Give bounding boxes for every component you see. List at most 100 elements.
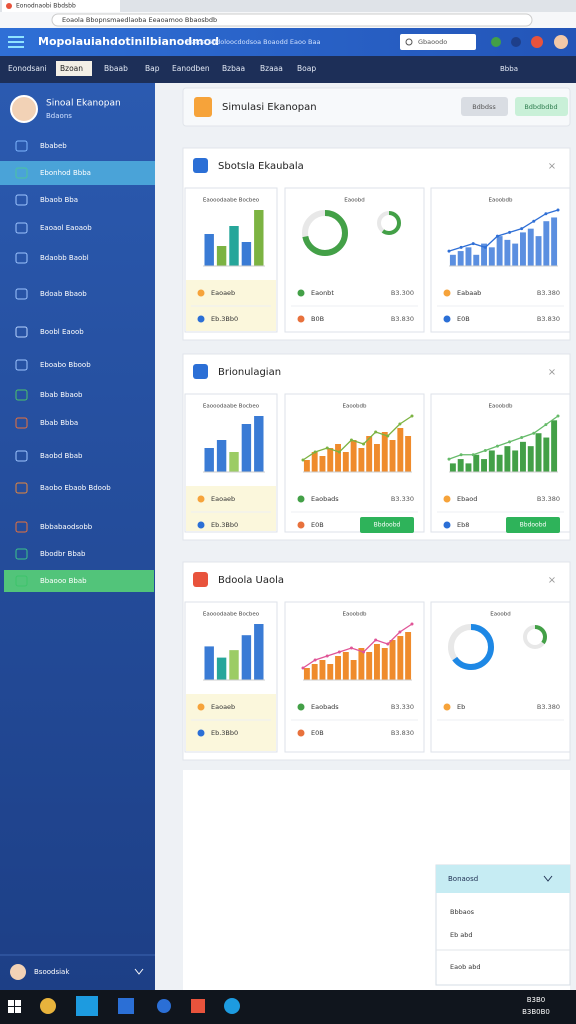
trend-point bbox=[471, 453, 475, 457]
trend-point bbox=[398, 630, 402, 634]
row-value: B3.300 bbox=[391, 289, 414, 297]
trend-point bbox=[544, 212, 548, 216]
bar bbox=[504, 239, 511, 266]
tab[interactable] bbox=[2, 0, 120, 12]
chevron[interactable] bbox=[134, 968, 144, 975]
icon-button[interactable] bbox=[491, 37, 501, 47]
menu-icon bbox=[15, 359, 28, 371]
close-icon[interactable]: × bbox=[548, 367, 556, 378]
url-field[interactable] bbox=[51, 13, 533, 27]
nav-item[interactable]: Eonodsani bbox=[8, 64, 47, 73]
popup-item[interactable]: Eaob abd bbox=[450, 963, 481, 971]
menu-item[interactable]: Eboabo Bboob bbox=[40, 361, 91, 369]
popup-header bbox=[436, 865, 570, 893]
menu-item[interactable]: Bbodbr Bbab bbox=[40, 550, 86, 558]
button[interactable] bbox=[461, 97, 508, 116]
popup-item[interactable]: Bbbaos bbox=[450, 908, 475, 916]
bar bbox=[488, 247, 495, 266]
popup-item[interactable]: Eb abd bbox=[450, 931, 473, 939]
app-title: Mopolauiahdotinilbianodmod bbox=[38, 35, 219, 48]
trend-point bbox=[374, 430, 378, 434]
trend-point bbox=[495, 444, 499, 448]
row-value: B3.830 bbox=[391, 315, 414, 323]
row-icon bbox=[443, 289, 451, 297]
row-label: Eaoaeb bbox=[211, 289, 235, 297]
row-button[interactable] bbox=[360, 517, 414, 533]
tab-title: Eonodnaobi Bbdsbb bbox=[16, 3, 76, 10]
row-value: B3.330 bbox=[391, 703, 414, 711]
nav-item[interactable]: Bbaab bbox=[104, 64, 128, 73]
menu-icon bbox=[15, 417, 28, 429]
nav-item[interactable]: Bap bbox=[145, 64, 160, 73]
bar bbox=[473, 254, 480, 266]
panel-caption: Eaooodaabe Bocbeo bbox=[203, 612, 260, 618]
trend-point bbox=[471, 242, 475, 246]
search-box[interactable] bbox=[400, 34, 476, 50]
trend-point bbox=[495, 234, 499, 238]
nav-item[interactable]: Bzaaa bbox=[260, 64, 283, 73]
menu-item[interactable]: Bdoab Bbaob bbox=[40, 290, 87, 298]
nav-right[interactable]: Bbba bbox=[500, 65, 518, 73]
donut-arc bbox=[377, 211, 401, 235]
menu-item[interactable]: Baobo Ebaob Bdoob bbox=[40, 484, 111, 492]
row-value: B3.330 bbox=[391, 495, 414, 503]
nav-item[interactable]: Eanodben bbox=[172, 64, 210, 73]
app-subtitle: Bsaoa Sbdoloocdodsoa Boaodd Eaoo Baa bbox=[186, 38, 320, 46]
menu-item[interactable]: Bbab Bbba bbox=[40, 419, 78, 427]
trend-point bbox=[483, 245, 487, 249]
menu-item[interactable]: Bbab Bbaob bbox=[40, 391, 83, 399]
bar bbox=[241, 635, 252, 680]
trend-point bbox=[520, 436, 524, 440]
menu-item[interactable]: Bdaobb Baobl bbox=[40, 254, 89, 262]
url: Eoaola Bbopnsmaedlaoba Eeaoamoo Bbaosbdb bbox=[62, 16, 217, 24]
trend-point bbox=[301, 666, 305, 670]
row-value: B3.830 bbox=[537, 315, 560, 323]
button[interactable] bbox=[515, 97, 568, 116]
menu-item[interactable]: Boobl Eaoob bbox=[40, 328, 84, 336]
row-label: E0B bbox=[311, 521, 324, 529]
menu-icon bbox=[15, 482, 28, 494]
donut-arc bbox=[302, 210, 348, 256]
nav-item[interactable]: Boap bbox=[297, 64, 316, 73]
menu-item[interactable]: Baobd Bbab bbox=[40, 452, 83, 460]
user-role: Bdaons bbox=[46, 112, 72, 120]
menu-item[interactable]: Bbaob Bba bbox=[40, 196, 78, 204]
trend-point bbox=[544, 423, 548, 427]
bar bbox=[535, 236, 542, 266]
menu-item[interactable]: Bbabeb bbox=[40, 142, 67, 150]
close-icon[interactable]: × bbox=[548, 161, 556, 172]
bar bbox=[397, 428, 404, 472]
bar bbox=[216, 246, 227, 266]
close-icon[interactable]: × bbox=[548, 575, 556, 586]
menu-icon bbox=[15, 288, 28, 300]
nav-item[interactable]: Bzbaa bbox=[222, 64, 245, 73]
avatar[interactable] bbox=[554, 35, 568, 49]
bar bbox=[241, 242, 252, 266]
bar bbox=[342, 652, 349, 680]
chevron[interactable] bbox=[543, 875, 553, 882]
icon-button[interactable] bbox=[511, 37, 521, 47]
bar bbox=[551, 217, 558, 266]
bar bbox=[543, 437, 550, 472]
icon-button[interactable] bbox=[531, 36, 543, 48]
bar bbox=[319, 660, 326, 680]
bar bbox=[543, 221, 550, 266]
trend-point bbox=[398, 422, 402, 426]
menu-item[interactable]: Bbbabaodsobb bbox=[40, 523, 93, 531]
nav-item[interactable]: Bzoan bbox=[60, 64, 83, 73]
row-button[interactable] bbox=[506, 517, 560, 533]
row-icon bbox=[297, 289, 305, 297]
row-button-label: Bbdoobd bbox=[520, 522, 547, 529]
sidebar bbox=[0, 83, 155, 990]
panel-caption: Eaoobdb bbox=[488, 198, 513, 204]
row-value: B3.380 bbox=[537, 289, 560, 297]
menu-item[interactable]: Ebonhod Bbba bbox=[40, 169, 91, 177]
menu-item[interactable]: Eaoaol Eaoaob bbox=[40, 224, 92, 232]
menu-icon[interactable] bbox=[8, 36, 24, 48]
menu-item[interactable]: Bbaooo Bbab bbox=[40, 577, 87, 585]
row-icon bbox=[197, 495, 205, 503]
bar bbox=[527, 228, 534, 266]
bar bbox=[512, 450, 519, 472]
menu-icon bbox=[15, 167, 28, 179]
